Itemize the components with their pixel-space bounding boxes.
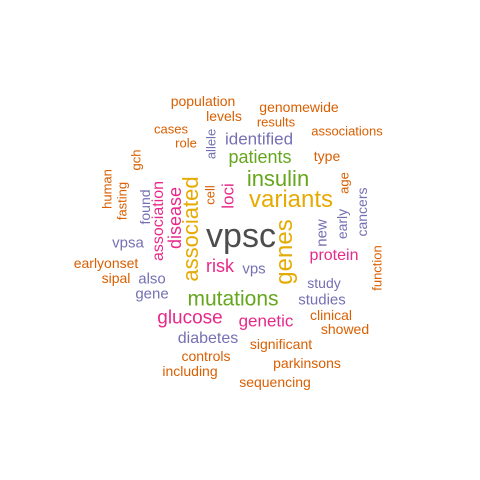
word-controls: controls (181, 348, 231, 364)
word-cancers: cancers (354, 187, 370, 237)
word-associations: associations (311, 123, 383, 139)
word-parkinsons: parkinsons (273, 355, 341, 371)
word-mutations: mutations (187, 287, 279, 311)
word-type: type (313, 148, 341, 164)
word-human: human (99, 169, 115, 209)
word-variants: variants (248, 186, 334, 213)
word-fasting: fasting (114, 181, 130, 221)
word-patients: patients (228, 147, 292, 167)
word-found: found (137, 189, 153, 225)
word-also: also (138, 270, 166, 288)
word-sequencing: sequencing (239, 374, 311, 390)
word-association: association (150, 180, 167, 262)
word-earlyonset: earlyonset (73, 255, 139, 271)
word-early: early (334, 208, 350, 240)
word-genes: genes (271, 219, 298, 285)
word-including: including (162, 363, 218, 379)
word-diabetes: diabetes (177, 330, 239, 347)
word-showed: showed (320, 321, 370, 337)
word-loci: loci (218, 183, 238, 209)
word-vpsc: vpsc (206, 217, 276, 255)
word-insulin: insulin (246, 166, 310, 191)
word-disease: disease (165, 186, 185, 250)
word-identified: identified (224, 129, 294, 149)
word-new: new (313, 219, 331, 247)
word-protein: protein (309, 247, 359, 264)
word-function: function (369, 245, 385, 291)
word-genetic: genetic (238, 311, 294, 331)
word-significant: significant (249, 336, 313, 352)
word-studies: studies (298, 291, 346, 309)
word-genomewide: genomewide (259, 99, 339, 115)
word-glucose: glucose (157, 307, 223, 329)
word-cell: cell (202, 185, 218, 205)
word-vpsa: vpsa (112, 234, 144, 252)
word-results: results (256, 114, 296, 130)
word-role: role (175, 135, 197, 151)
word-age: age (336, 172, 352, 194)
word-population: population (170, 93, 236, 109)
word-vps: vps (242, 260, 266, 278)
word-risk: risk (206, 256, 234, 276)
word-clinical: clinical (309, 307, 353, 323)
word-sipal: sipal (101, 270, 131, 286)
word-allele: allele (203, 128, 219, 160)
word-gene: gene (135, 285, 169, 303)
word-levels: levels (206, 108, 242, 124)
word-gch: gch (128, 149, 144, 171)
word-cases: cases (154, 121, 188, 137)
word-study: study (307, 275, 341, 291)
